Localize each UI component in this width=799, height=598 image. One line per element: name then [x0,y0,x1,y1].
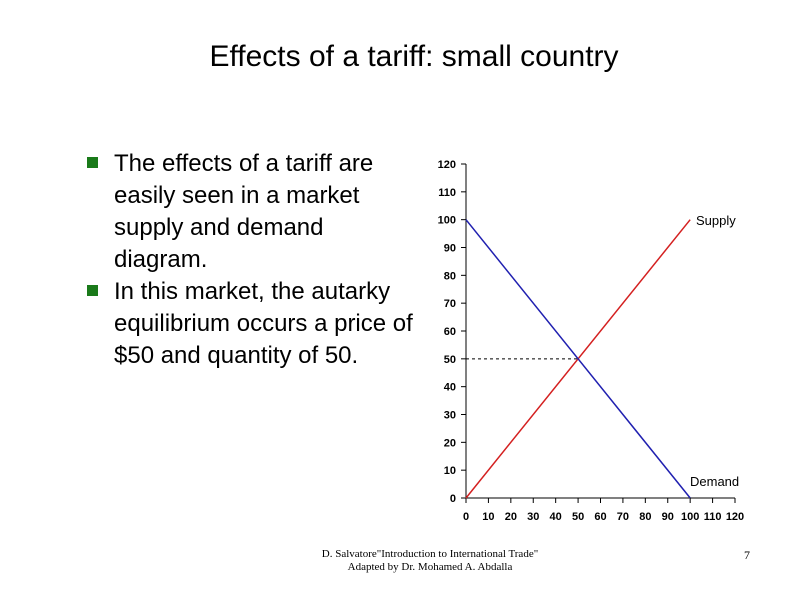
bullet-text: In this market, the autarky equilibrium … [114,278,413,369]
x-tick-label: 100 [681,511,699,523]
demand-label: Demand [690,474,739,489]
chart-labels: Supply Demand [690,213,739,489]
x-tick-label: 60 [594,511,606,523]
square-bullet-icon [87,157,98,168]
bullet-item: The effects of a tariff are easily seen … [84,148,414,276]
x-tick-label: 30 [527,511,539,523]
y-tick-label: 20 [444,437,456,449]
x-tick-label: 10 [482,511,494,523]
square-bullet-icon [87,285,98,296]
y-tick-label: 80 [444,270,456,282]
chart-ticks: 0 10 20 30 40 50 60 70 80 90 100 110 120 0 10 20 30 40 50 6… [438,159,745,523]
x-tick-label: 0 [463,511,469,523]
footer-line-2: Adapted by Dr. Mohamed A. Abdalla [347,561,513,573]
footer-credit: D. Salvatore"Introduction to Internation… [270,548,590,574]
x-tick-label: 40 [550,511,562,523]
supply-label: Supply [696,213,736,228]
y-tick-label: 0 [450,493,456,505]
bullet-text: The effects of a tariff are easily seen … [114,150,374,273]
demand-curve [465,219,691,499]
y-tick-label: 100 [438,215,456,227]
y-tick-label: 70 [444,298,456,310]
y-tick-label: 110 [438,187,456,199]
y-tick-label: 90 [444,243,456,255]
page-number: 7 [744,548,750,562]
x-tick-label: 90 [662,511,674,523]
slide-title: Effects of a tariff: small country [209,40,619,73]
chart-series [465,219,691,499]
y-tick-label: 120 [438,159,456,171]
x-tick-label: 20 [505,511,517,523]
y-tick-label: 60 [444,326,456,338]
x-tick-label: 110 [704,511,722,523]
bullet-list: The effects of a tariff are easily seen … [84,148,414,372]
x-tick-label: 70 [617,511,629,523]
y-tick-label: 10 [444,465,456,477]
x-tick-label: 120 [726,511,744,523]
x-tick-label: 50 [572,511,584,523]
y-tick-label: 40 [444,382,456,394]
footer-line-1: D. Salvatore"Introduction to Internation… [321,548,539,560]
x-tick-label: 80 [639,511,651,523]
y-tick-label: 30 [444,410,456,422]
bullet-item: In this market, the autarky equilibrium … [84,276,414,372]
y-tick-label: 50 [444,354,456,366]
